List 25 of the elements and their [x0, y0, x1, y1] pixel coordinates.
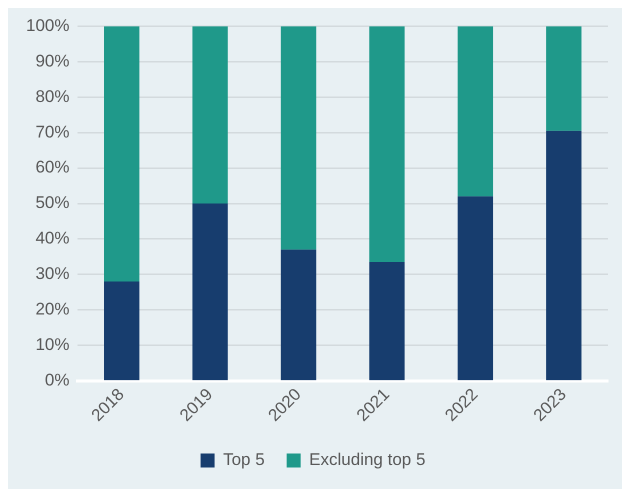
y-tick-label: 100%: [26, 16, 70, 35]
y-tick-label: 40%: [35, 228, 70, 248]
bar: [546, 26, 582, 131]
bar: [104, 26, 140, 282]
y-tick-label: 70%: [35, 122, 70, 142]
bar: [546, 130, 582, 380]
bar: [369, 26, 405, 262]
bar: [192, 26, 228, 204]
y-tick-label: 0%: [44, 370, 70, 390]
bar: [458, 196, 494, 380]
y-tick-label: 20%: [35, 300, 70, 319]
y-tick-label: 80%: [35, 86, 70, 106]
y-tick-label: 30%: [35, 264, 70, 284]
bar: [458, 26, 494, 196]
y-tick-label: 90%: [35, 51, 70, 70]
bar: [280, 250, 316, 380]
bar: [192, 204, 228, 380]
legend-label: Excluding top 5: [309, 450, 426, 470]
y-tick-label: 60%: [35, 158, 70, 177]
bar: [280, 26, 316, 250]
bar: [104, 282, 140, 380]
legend-label: Top 5: [223, 450, 265, 470]
bar: [369, 262, 405, 380]
y-tick-label: 10%: [35, 335, 70, 354]
y-tick-label: 50%: [35, 193, 70, 212]
